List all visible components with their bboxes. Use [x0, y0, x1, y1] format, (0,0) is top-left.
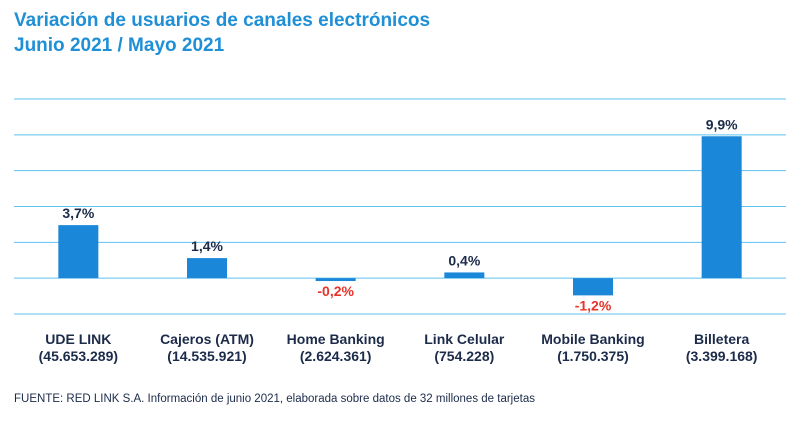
category-count-3: (754.228) — [434, 348, 494, 364]
value-labels: 3,7% 1,4% -0,2% 0,4% -1,2% 9,9% — [62, 116, 738, 313]
category-label-1: Cajeros (ATM) — [160, 331, 254, 347]
bars — [58, 136, 742, 296]
bar-2 — [315, 278, 356, 282]
category-label-2: Home Banking — [287, 331, 385, 347]
value-label-5: 9,9% — [706, 116, 738, 132]
category-count-0: (45.653.289) — [39, 348, 118, 364]
bar-4 — [573, 278, 613, 296]
category-count-5: (3.399.168) — [686, 348, 758, 364]
category-count-2: (2.624.361) — [300, 348, 372, 364]
value-label-4: -1,2% — [575, 297, 612, 313]
bar-5 — [701, 136, 742, 279]
chart-title: Variación de usuarios de canales electró… — [14, 8, 430, 58]
category-label-0: UDE LINK — [45, 331, 111, 347]
chart-title-line2: Junio 2021 / Mayo 2021 — [14, 35, 225, 56]
chart-title-line1: Variación de usuarios de canales electró… — [14, 10, 431, 31]
value-label-0: 3,7% — [62, 205, 94, 221]
category-label-4: Mobile Banking — [541, 331, 644, 347]
category-label-3: Link Celular — [424, 331, 505, 347]
bar-chart: 3,7% 1,4% -0,2% 0,4% -1,2% 9,9% UDE LINK(45.6… — [14, 98, 786, 364]
bar-0 — [58, 225, 99, 279]
bar-3 — [444, 272, 485, 279]
value-label-2: -0,2% — [317, 283, 354, 299]
bar-1 — [187, 258, 227, 279]
gridlines — [14, 98, 786, 315]
category-count-4: (1.750.375) — [557, 348, 629, 364]
category-labels: UDE LINK(45.653.289) Cajeros (ATM)(14.535… — [39, 331, 758, 364]
category-count-1: (14.535.921) — [167, 348, 246, 364]
value-label-3: 0,4% — [448, 252, 480, 268]
value-label-1: 1,4% — [191, 238, 223, 254]
source-note: FUENTE: RED LINK S.A. Información de jun… — [14, 393, 535, 405]
category-label-5: Billetera — [694, 331, 749, 347]
